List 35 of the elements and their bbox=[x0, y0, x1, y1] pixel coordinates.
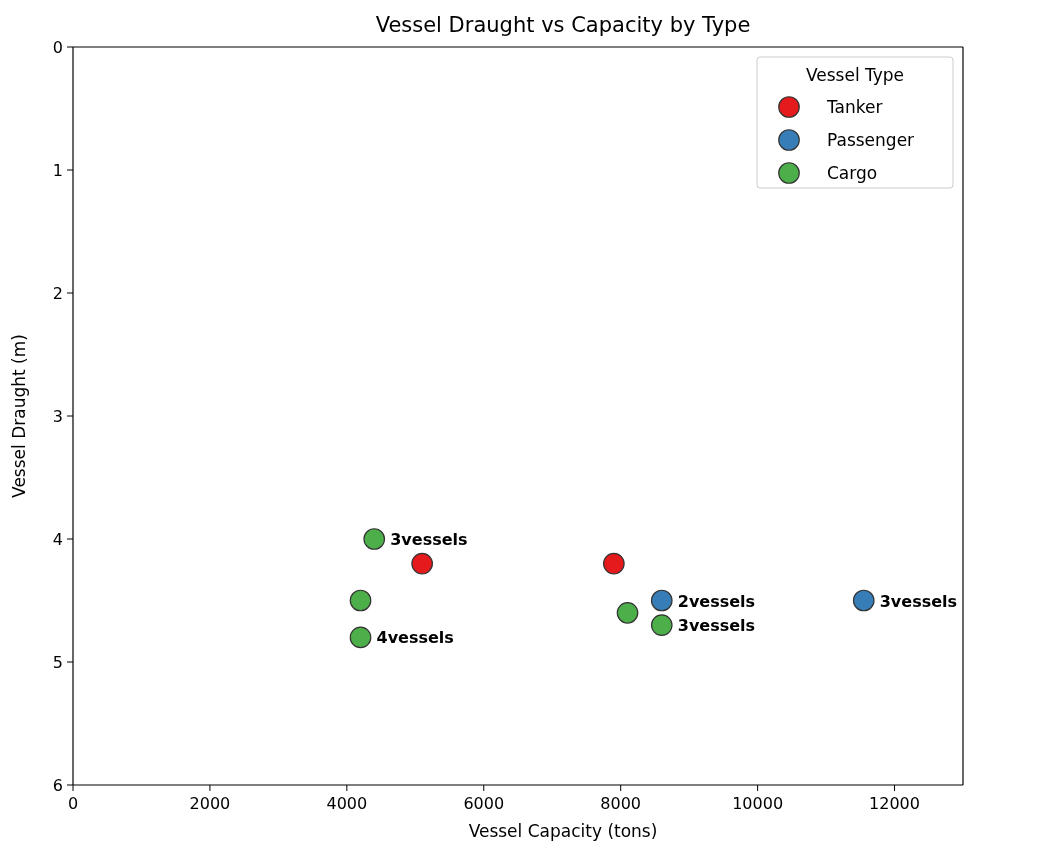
chart-title: Vessel Draught vs Capacity by Type bbox=[375, 13, 751, 37]
x-axis-title: Vessel Capacity (tons) bbox=[468, 821, 658, 841]
x-tick-label: 6000 bbox=[463, 794, 505, 813]
point bbox=[650, 589, 673, 612]
x-tick-label: 0 bbox=[67, 794, 79, 813]
legend-label: Passenger bbox=[827, 130, 915, 150]
point bbox=[852, 589, 875, 612]
legend-title: Vessel Type bbox=[805, 65, 905, 85]
y-tick-label: 2 bbox=[52, 284, 63, 303]
point bbox=[363, 528, 386, 550]
point bbox=[616, 601, 639, 624]
annotation: 3vessels bbox=[390, 530, 468, 549]
point bbox=[349, 589, 372, 612]
y-tick-label: 0 bbox=[52, 38, 63, 57]
x-tick-label: 12000 bbox=[869, 794, 920, 813]
x-tick-label: 10000 bbox=[732, 794, 784, 813]
point bbox=[603, 552, 625, 575]
point bbox=[411, 552, 433, 575]
y-tick-label: 1 bbox=[52, 161, 63, 180]
x-tick-label: 2000 bbox=[189, 794, 231, 813]
point bbox=[349, 626, 372, 649]
point bbox=[650, 614, 673, 636]
y-axis-title: Vessel Draught (m) bbox=[9, 334, 29, 498]
annotation: 3vessels bbox=[677, 616, 756, 636]
annotation: 3vessels bbox=[879, 591, 958, 611]
x-tick-label: 8000 bbox=[600, 794, 642, 813]
y-tick-label: 5 bbox=[52, 653, 63, 672]
y-tick-label: 3 bbox=[52, 407, 63, 426]
y-tick-label: 6 bbox=[52, 776, 63, 795]
annotation: 4vessels bbox=[376, 628, 454, 648]
annotation: 2vessels bbox=[677, 591, 756, 611]
legend-label: Cargo bbox=[827, 163, 878, 183]
x-tick-label: 4000 bbox=[326, 794, 368, 813]
y-tick-label: 4 bbox=[52, 530, 63, 549]
legend-label: Tanker bbox=[826, 97, 883, 117]
